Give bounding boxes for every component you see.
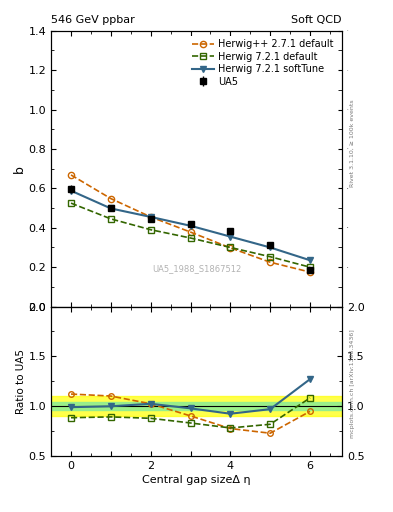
Herwig 7.2.1 softTune (188, 223, 193, 229)
Herwig 7.2.1 softTune (268, 244, 273, 250)
Herwig 7.2.1 default (268, 253, 273, 260)
Herwig 7.2.1 softTune (148, 214, 153, 220)
Herwig 7.2.1 default (148, 227, 153, 233)
Text: UA5_1988_S1867512: UA5_1988_S1867512 (152, 265, 241, 273)
Herwig 7.2.1 softTune (228, 233, 233, 240)
Line: Herwig 7.2.1 default: Herwig 7.2.1 default (68, 200, 313, 270)
Line: Herwig 7.2.1 softTune: Herwig 7.2.1 softTune (68, 187, 313, 263)
Text: Soft QCD: Soft QCD (292, 15, 342, 25)
X-axis label: Central gap sizeΔ η: Central gap sizeΔ η (142, 475, 251, 485)
Herwig 7.2.1 softTune (308, 257, 312, 263)
Herwig++ 2.7.1 default (69, 172, 73, 178)
Herwig++ 2.7.1 default (188, 229, 193, 235)
Herwig++ 2.7.1 default (268, 259, 273, 265)
Herwig++ 2.7.1 default (308, 269, 312, 275)
Legend: Herwig++ 2.7.1 default, Herwig 7.2.1 default, Herwig 7.2.1 softTune, UA5: Herwig++ 2.7.1 default, Herwig 7.2.1 def… (189, 35, 337, 91)
Herwig++ 2.7.1 default (148, 214, 153, 220)
Herwig 7.2.1 default (69, 200, 73, 206)
Herwig 7.2.1 default (188, 235, 193, 241)
Y-axis label: b: b (13, 165, 26, 173)
Text: 546 GeV ppbar: 546 GeV ppbar (51, 15, 135, 25)
Herwig++ 2.7.1 default (228, 245, 233, 251)
Herwig++ 2.7.1 default (108, 196, 113, 202)
Herwig 7.2.1 softTune (108, 205, 113, 211)
Herwig 7.2.1 default (308, 264, 312, 270)
Herwig 7.2.1 default (228, 244, 233, 250)
Y-axis label: Ratio to UA5: Ratio to UA5 (16, 349, 26, 414)
Text: Rivet 3.1.10, ≥ 100k events: Rivet 3.1.10, ≥ 100k events (350, 99, 355, 187)
Herwig 7.2.1 softTune (69, 187, 73, 194)
Line: Herwig++ 2.7.1 default: Herwig++ 2.7.1 default (68, 172, 313, 275)
Text: mcplots.cern.ch [arXiv:1306.3436]: mcplots.cern.ch [arXiv:1306.3436] (350, 330, 355, 438)
Herwig 7.2.1 default (108, 216, 113, 222)
